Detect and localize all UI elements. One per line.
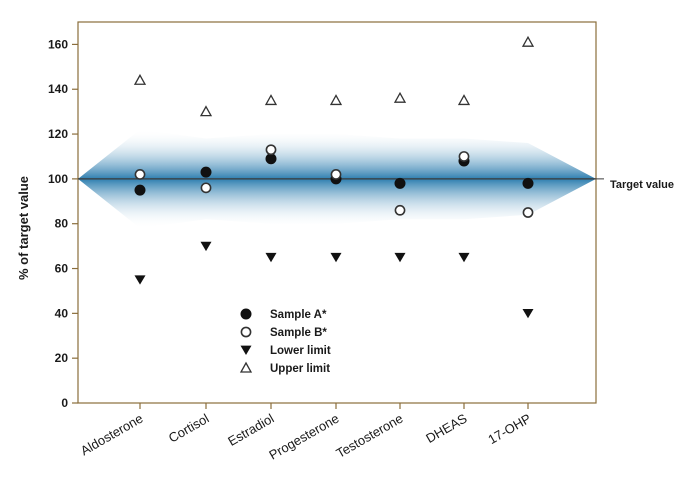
lower-limit-point <box>394 252 406 263</box>
upper-limit-point <box>521 35 535 47</box>
y-tick-label: 60 <box>55 262 69 276</box>
sample-b-point <box>522 207 534 218</box>
lower-limit-point <box>522 308 534 319</box>
sample-a-point <box>134 184 146 196</box>
x-tick-label: Aldosterone <box>78 411 146 459</box>
sample-b-point <box>458 151 470 162</box>
x-tick-label: Estradiol <box>225 411 276 449</box>
lower-limit-point <box>265 252 277 263</box>
sample-a-point <box>394 177 406 189</box>
x-tick-label: 17-OHP <box>485 411 533 447</box>
y-tick-label: 160 <box>48 37 68 51</box>
y-tick-label: 140 <box>48 82 68 96</box>
legend-label: Lower limit <box>270 345 331 357</box>
y-tick-label: 20 <box>55 351 69 365</box>
upper-limit-point <box>393 91 407 103</box>
legend-label: Upper limit <box>270 363 330 375</box>
upper-limit-point <box>264 94 278 106</box>
upper-limit-point <box>133 73 147 85</box>
sample-b-point <box>134 168 146 180</box>
lower-limit-point <box>458 252 470 263</box>
sample-a-point <box>522 177 534 189</box>
y-tick-label: 0 <box>61 396 68 410</box>
plot-frame <box>77 21 597 404</box>
sample-a-point <box>200 166 212 178</box>
y-tick-label: 100 <box>48 172 68 186</box>
x-tick-label: Cortisol <box>166 411 212 446</box>
sample-b-point <box>265 144 277 156</box>
lower-limit-point <box>134 275 146 285</box>
y-tick-label: 120 <box>48 127 68 141</box>
lower-limit-point <box>200 241 212 252</box>
target-value-label: Target value <box>610 179 674 191</box>
sample-a-point <box>265 153 277 165</box>
y-axis-title: % of target value <box>16 176 31 280</box>
legend-marker <box>240 345 252 355</box>
sample-b-point <box>330 168 342 180</box>
lower-limit-point <box>330 252 342 263</box>
x-tick-label: DHEAS <box>423 410 470 446</box>
legend-label: Sample B* <box>270 327 327 339</box>
sample-b-point <box>200 182 212 194</box>
legend-marker <box>240 308 252 320</box>
x-tick-label: Testosterone <box>334 411 406 461</box>
legend-marker <box>239 361 253 373</box>
sample-b-point <box>394 204 406 216</box>
x-tick-label: Progesterone <box>266 411 341 463</box>
upper-limit-point <box>457 94 471 106</box>
y-tick-label: 80 <box>55 217 69 231</box>
legend-marker <box>240 326 252 338</box>
upper-limit-point <box>329 94 343 106</box>
upper-limit-point <box>199 105 213 117</box>
y-tick-label: 40 <box>55 306 69 320</box>
legend-label: Sample A* <box>270 309 327 321</box>
